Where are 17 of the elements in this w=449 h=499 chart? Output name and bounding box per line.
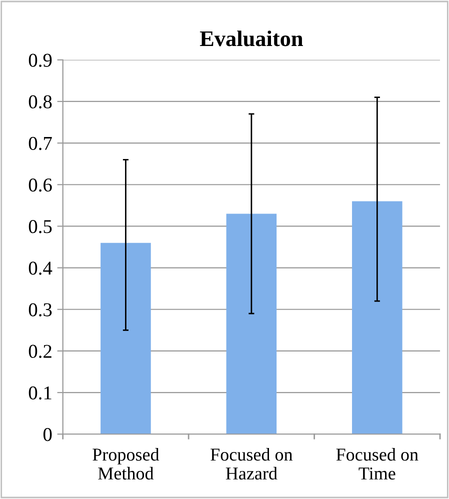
bar xyxy=(100,242,151,434)
y-tick-label: 0.8 xyxy=(28,95,52,108)
y-tick-label: 0.7 xyxy=(28,136,52,150)
y-tick-label: 0.2 xyxy=(28,344,52,358)
x-tick-label: Proposed Method xyxy=(92,448,160,480)
y-tick-label: 0.9 xyxy=(28,54,52,67)
x-tick-label: Focused on Hazard xyxy=(210,448,293,480)
y-tick-label: 0.3 xyxy=(28,303,52,316)
y-tick-label: 0.6 xyxy=(28,178,52,192)
bar xyxy=(226,214,277,434)
x-tick-label: Focused on Time xyxy=(336,448,418,480)
chart-title: Evaluaiton xyxy=(200,30,303,46)
y-tick-label: 0.5 xyxy=(28,220,52,234)
bar xyxy=(352,201,402,434)
y-tick-label: 0.4 xyxy=(28,262,52,275)
y-tick-label: 0 xyxy=(43,428,52,442)
y-tick-label: 0.1 xyxy=(28,386,52,400)
